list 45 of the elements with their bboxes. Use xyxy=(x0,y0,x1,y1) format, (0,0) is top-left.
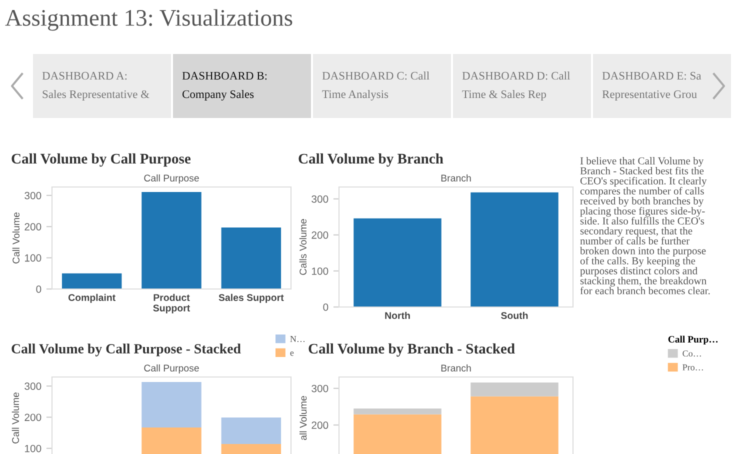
x-tick-label: Complaint xyxy=(68,294,116,303)
y-tick-label: 300 xyxy=(312,384,328,392)
legend-label: N… xyxy=(290,336,305,342)
x-axis-title: Call Purpose xyxy=(144,364,199,374)
y-tick-label: 300 xyxy=(312,195,328,203)
chart-title: Call Volume by Call Purpose - Stacked xyxy=(12,344,241,356)
bar xyxy=(142,192,202,289)
text: Assignment 13: Visualizations xyxy=(5,9,292,31)
y-tick-label: 200 xyxy=(312,231,328,239)
x-axis-title: Branch xyxy=(441,364,471,372)
y-tick-label: 100 xyxy=(25,254,42,262)
chart-title: Call Volume by Branch xyxy=(298,153,444,167)
legend-label: e xyxy=(290,351,294,356)
y-axis-title: Call Volume xyxy=(12,392,20,444)
legend-label: Co… xyxy=(682,350,701,357)
y-tick-label: 200 xyxy=(24,223,42,230)
x-axis-title: Call Purpose xyxy=(144,174,199,184)
chart-title: Call Volume by Call Purpose xyxy=(12,153,191,167)
y-tick-label: 200 xyxy=(312,422,328,429)
text: DASHBOARD D: Call Time & Sales Rep xyxy=(462,72,570,100)
legend-label: Pro… xyxy=(682,364,703,370)
text: DASHBOARD C: Call Time Analysis xyxy=(322,72,430,100)
y-tick-label: 0 xyxy=(323,304,328,311)
bar xyxy=(221,228,282,289)
y-tick-label: 300 xyxy=(24,192,42,200)
y-tick-label: 100 xyxy=(25,444,42,452)
x-axis-title: Branch xyxy=(441,174,471,182)
x-tick-label: North xyxy=(385,312,410,319)
y-axis-title: Calls Volume xyxy=(299,219,307,275)
text: DASHBOARD B: Company Sales xyxy=(182,72,267,100)
text: DASHBOARD A: Sales Representative & xyxy=(42,72,150,100)
y-tick-label: 200 xyxy=(24,414,42,422)
y-axis-title: Call Volume xyxy=(12,212,20,264)
x-tick-label: Product Support xyxy=(153,294,190,314)
bar xyxy=(62,273,122,289)
x-tick-label: South xyxy=(501,312,528,319)
text: DASHBOARD E: Sa Representative Grou xyxy=(602,72,702,100)
y-tick-label: 300 xyxy=(24,382,42,390)
legend-title: Call Purp… xyxy=(668,336,718,345)
y-tick-label: 0 xyxy=(36,286,42,293)
y-tick-label: 100 xyxy=(312,267,328,275)
text: I believe that Call Volume by Branch - Stacked best fits the CEO's specification. It clearly compares the number of calls received by both branches by placing those figures side-by- side. It also fulfills the CEO's secondary request, that the number of calls be further broken down into the purpose of the calls. By keeping the purposes distinct colors and stacking them, the breakdown for each branch becomes clear. xyxy=(580,157,710,294)
y-axis-title: all Volume xyxy=(300,396,307,440)
chart-title: Call Volume by Branch - Stacked xyxy=(308,343,515,357)
x-tick-label: Sales Support xyxy=(218,294,284,303)
